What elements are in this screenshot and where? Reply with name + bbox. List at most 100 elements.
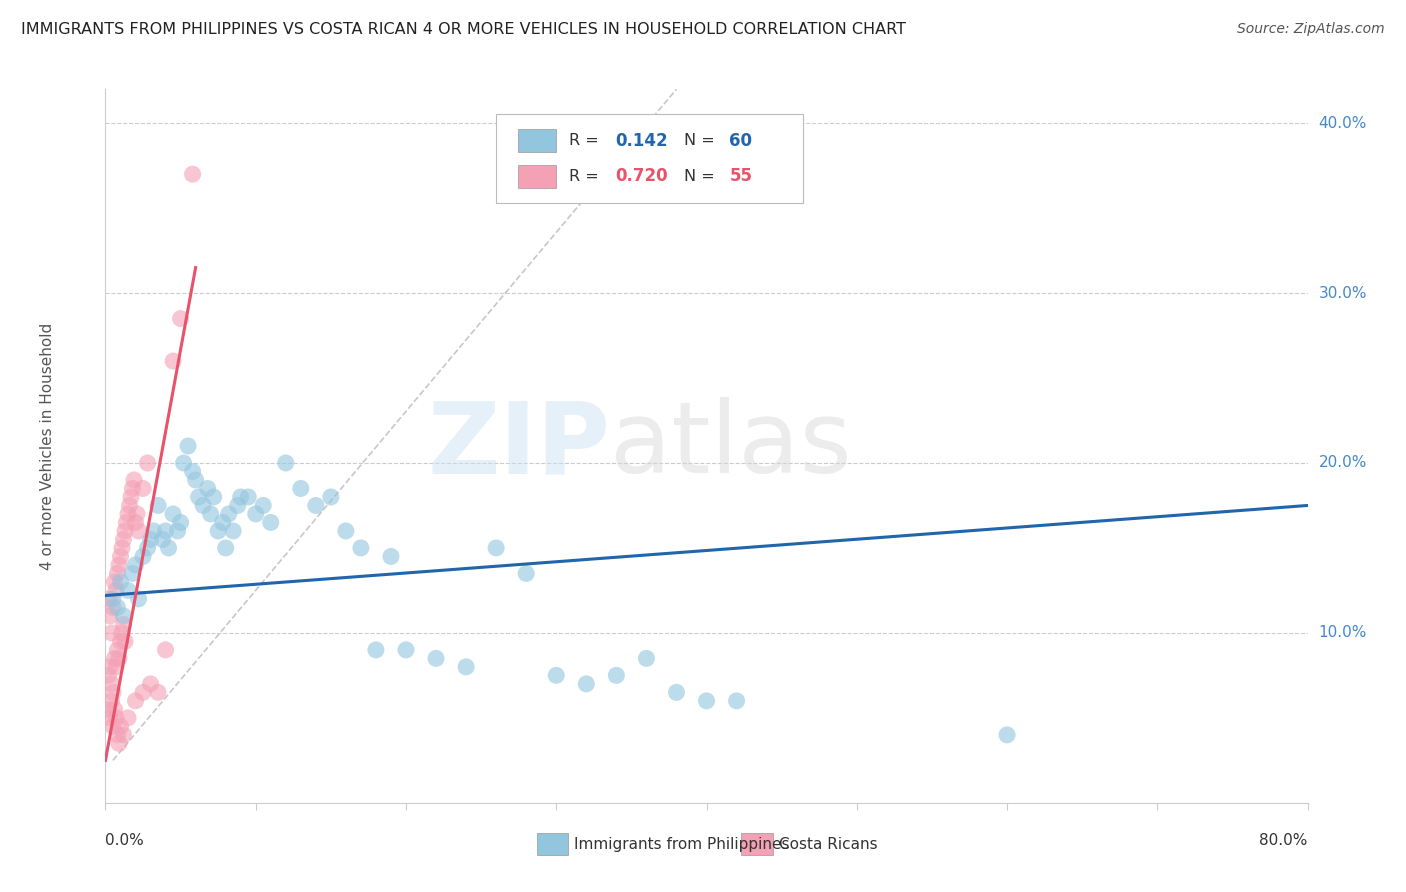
Point (222, 524, 245, 538)
Point (169, 516, 191, 530)
Point (350, 541, 373, 555)
Point (110, 719, 132, 733)
Point (112, 617, 135, 632)
Text: IMMIGRANTS FROM PHILIPPINES VS COSTA RICAN 4 OR MORE VEHICLES IN HOUSEHOLD CORRE: IMMIGRANTS FROM PHILIPPINES VS COSTA RIC… (21, 22, 905, 37)
Text: Immigrants from Philippines: Immigrants from Philippines (574, 837, 790, 852)
Point (117, 507, 139, 521)
Point (111, 541, 134, 555)
Point (101, 591, 124, 606)
Point (181, 167, 204, 181)
Point (226, 499, 249, 513)
Point (575, 677, 598, 691)
Text: 4 or more Vehicles in Household: 4 or more Vehicles in Household (41, 322, 55, 570)
Point (110, 574, 132, 589)
Point (546, 668, 568, 682)
Point (155, 643, 177, 657)
Point (181, 465, 204, 479)
Text: 10.0%: 10.0% (1319, 625, 1367, 640)
Point (121, 482, 143, 496)
Point (104, 583, 127, 598)
Point (112, 533, 135, 547)
Point (229, 490, 252, 504)
Point (125, 507, 148, 521)
Point (136, 541, 159, 555)
Point (110, 549, 132, 564)
Point (319, 490, 342, 504)
Point (214, 541, 236, 555)
Point (120, 490, 142, 504)
Point (515, 566, 537, 581)
Point (132, 482, 155, 496)
Point (177, 439, 200, 453)
Point (364, 643, 387, 657)
Text: N =: N = (683, 169, 720, 184)
Point (152, 533, 174, 547)
Text: 80.0%: 80.0% (1260, 833, 1308, 848)
Point (636, 651, 658, 665)
Point (98, 660, 121, 674)
Text: R =: R = (569, 133, 605, 148)
FancyBboxPatch shape (517, 129, 557, 152)
FancyBboxPatch shape (537, 833, 568, 855)
Point (290, 482, 312, 496)
Point (115, 516, 138, 530)
Point (260, 516, 283, 530)
Point (252, 499, 274, 513)
Point (155, 524, 177, 538)
Point (184, 473, 207, 487)
Point (380, 549, 402, 564)
Point (121, 566, 143, 581)
Point (157, 541, 180, 555)
Point (128, 524, 150, 538)
Point (112, 608, 135, 623)
Text: 0.142: 0.142 (616, 132, 668, 150)
Point (305, 499, 328, 513)
Point (108, 736, 131, 750)
Point (162, 354, 184, 368)
Text: R =: R = (569, 169, 605, 184)
Point (146, 499, 169, 513)
Point (103, 651, 125, 665)
Point (107, 643, 129, 657)
FancyBboxPatch shape (741, 833, 773, 855)
Point (101, 719, 124, 733)
Point (218, 507, 240, 521)
Point (146, 685, 169, 699)
Text: 20.0%: 20.0% (1319, 456, 1367, 470)
Text: 30.0%: 30.0% (1319, 285, 1367, 301)
Point (425, 651, 447, 665)
Point (107, 600, 129, 615)
Point (124, 558, 146, 572)
Point (112, 728, 135, 742)
Point (124, 694, 146, 708)
Point (191, 499, 214, 513)
Text: 0.720: 0.720 (616, 168, 668, 186)
Point (114, 524, 136, 538)
Text: 0.0%: 0.0% (105, 833, 145, 848)
Point (118, 499, 141, 513)
Point (132, 685, 155, 699)
Point (274, 456, 297, 470)
Point (101, 600, 124, 615)
Point (103, 574, 125, 589)
Point (97, 591, 120, 606)
Point (107, 728, 129, 742)
Point (245, 507, 267, 521)
Text: 60: 60 (730, 132, 752, 150)
Text: 55: 55 (730, 168, 752, 186)
Point (104, 660, 127, 674)
FancyBboxPatch shape (517, 165, 557, 187)
Point (139, 677, 162, 691)
Text: N =: N = (683, 133, 720, 148)
Point (696, 694, 718, 708)
Point (173, 456, 195, 470)
Point (132, 549, 155, 564)
Point (114, 634, 136, 648)
Point (108, 651, 131, 665)
Point (122, 473, 145, 487)
Point (725, 694, 748, 708)
Point (485, 541, 508, 555)
Point (128, 591, 150, 606)
Point (100, 694, 122, 708)
Point (98, 711, 121, 725)
